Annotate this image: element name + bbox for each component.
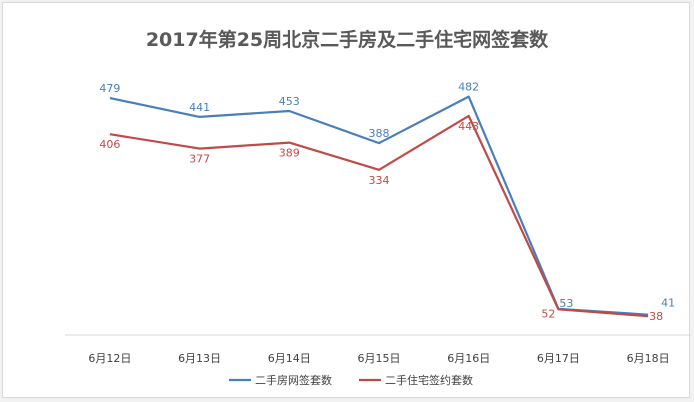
x-axis-ticks: 6月12日 6月13日 6月14日 6月15日 6月16日 6月17日 6月18日: [88, 352, 669, 365]
x-tick-label: 6月14日: [268, 352, 311, 365]
chart-frame: 2017年第25周北京二手房及二手住宅网签套数 6月12日 6月13日 6月14日 6…: [2, 2, 691, 398]
data-label: 41: [661, 297, 675, 310]
data-label: 38: [649, 310, 663, 323]
data-label: 377: [189, 153, 210, 166]
data-label: 334: [369, 174, 390, 187]
data-label: 453: [279, 95, 300, 108]
data-label: 441: [189, 101, 210, 114]
x-tick-label: 6月18日: [627, 352, 670, 365]
series-layer: [109, 95, 649, 318]
data-label: 479: [99, 82, 120, 95]
chart-title: 2017年第25周北京二手房及二手住宅网签套数: [146, 28, 549, 51]
data-label: 389: [279, 147, 300, 160]
x-tick-label: 6月13日: [178, 352, 221, 365]
data-label: 406: [99, 138, 120, 151]
x-tick-label: 6月15日: [358, 352, 401, 365]
x-tick-label: 6月16日: [447, 352, 490, 365]
data-label: 482: [458, 81, 479, 94]
line-chart: 2017年第25周北京二手房及二手住宅网签套数 6月12日 6月13日 6月14日 6…: [65, 28, 691, 387]
x-tick-label: 6月12日: [88, 352, 131, 365]
data-label: 443: [458, 120, 479, 133]
legend-label: 二手住宅签约套数: [385, 373, 473, 387]
data-label: 52: [541, 307, 555, 320]
legend-label: 二手房网签套数: [255, 373, 332, 387]
data-label: 388: [369, 127, 390, 140]
series-line-2: [109, 114, 649, 318]
legend: 二手房网签套数 二手住宅签约套数: [229, 373, 473, 387]
x-tick-label: 6月17日: [537, 352, 580, 365]
data-labels: 479 441 453 388 482 53 41 406 377 389 334 443 52 38: [99, 81, 675, 324]
data-label: 53: [559, 297, 573, 310]
